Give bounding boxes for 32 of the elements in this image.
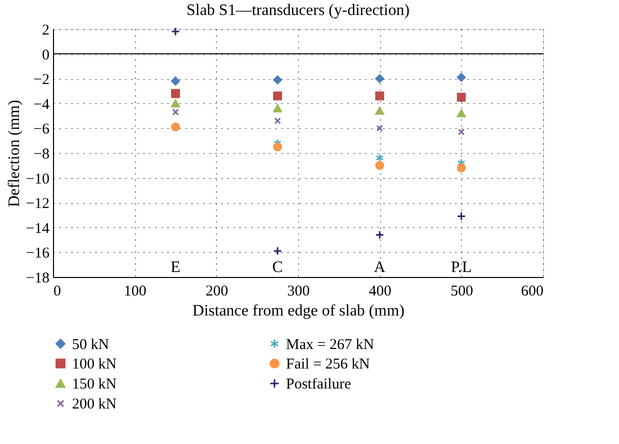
y-tick-label: −18 — [26, 270, 50, 286]
x-tick-label: 100 — [124, 284, 146, 300]
y-tick-label: −10 — [26, 171, 50, 188]
y-tick-label: −14 — [26, 220, 50, 237]
x-tick-label: 300 — [287, 284, 310, 300]
x-tick-label: 500 — [450, 284, 474, 300]
chart-title: Slab S1—transducers (y-direction) — [186, 2, 410, 19]
y-tick-label: −16 — [26, 246, 50, 262]
x-axis-title: Distance from edge of slab (mm) — [192, 302, 404, 320]
x-tick-label: 200 — [206, 284, 228, 300]
legend-label: Fail = 256 kN — [286, 356, 370, 372]
y-tick-label: −6 — [34, 122, 50, 138]
y-tick-label: −4 — [34, 96, 50, 113]
y-axis-title: Deflection (mm) — [6, 100, 24, 208]
y-tick-label: 0 — [42, 47, 50, 64]
annotation: C — [272, 259, 283, 276]
legend-label: 200 kN — [72, 396, 117, 412]
legend-label: 150 kN — [72, 376, 117, 392]
legend-label: 50 kN — [72, 336, 110, 353]
annotation: A — [374, 259, 386, 276]
x-tick-label: 600 — [521, 284, 544, 300]
legend-label: Max = 267 kN — [286, 336, 374, 353]
legend-label: Postfailure — [286, 376, 352, 392]
legend-label: 100 kN — [72, 356, 117, 372]
y-tick-label: −12 — [26, 196, 50, 212]
x-tick-label: 0 — [54, 284, 61, 300]
annotation: E — [170, 259, 180, 276]
y-tick-label: −2 — [34, 72, 50, 88]
y-tick-label: −8 — [34, 146, 50, 162]
x-tick-label: 400 — [368, 284, 392, 300]
y-tick-label: 2 — [42, 22, 50, 38]
annotation: P.L — [450, 259, 472, 276]
